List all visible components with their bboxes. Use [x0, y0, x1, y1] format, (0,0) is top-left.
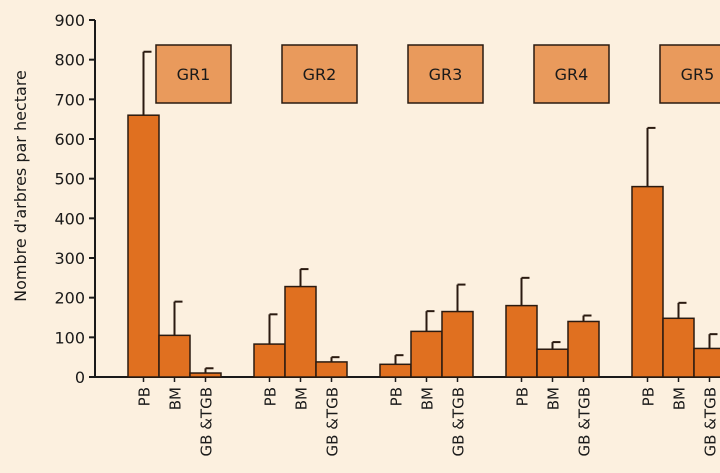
y-tick-label: 400: [54, 209, 85, 228]
bar: [284, 285, 317, 378]
group-label-box: [281, 44, 358, 104]
bar: [410, 330, 443, 378]
group-label: GR2: [303, 65, 337, 84]
y-tick-label: 600: [54, 130, 85, 149]
x-tick-label: BM: [293, 387, 311, 410]
x-tick-label: GB &TGB: [450, 387, 468, 456]
x-tick-label: PB: [136, 387, 154, 406]
x-tick-label: PB: [640, 387, 658, 406]
axes: 0 100 200 300 400 500 600 700 800 900 PB BM GB &TGB P…: [54, 11, 720, 456]
bar: [662, 317, 695, 378]
group-label: GR5: [681, 65, 715, 84]
bars: [127, 50, 720, 378]
bar: [505, 304, 538, 378]
group-label-box: [659, 44, 720, 104]
bar: [379, 363, 412, 378]
bar: [631, 185, 664, 378]
bar: [127, 114, 160, 378]
x-tick-label: PB: [262, 387, 280, 406]
x-tick-label: GB &TGB: [702, 387, 720, 456]
x-tick-label: PB: [388, 387, 406, 406]
bar: [441, 310, 474, 378]
y-tick-label: 0: [75, 368, 85, 387]
group-label-box: [155, 44, 232, 104]
bar: [158, 334, 191, 378]
x-tick-label: PB: [514, 387, 532, 406]
x-tick-label: BM: [419, 387, 437, 410]
x-tick-label: GB &TGB: [198, 387, 216, 456]
group-labels: GR1 GR2 GR3 GR4 GR5: [155, 44, 720, 104]
x-tick-label: BM: [545, 387, 563, 410]
y-tick-label: 900: [54, 11, 85, 30]
bar: [536, 348, 569, 378]
y-tick-label: 300: [54, 249, 85, 268]
bar: [253, 343, 286, 378]
x-tick-label: BM: [167, 387, 185, 410]
y-tick-label: 200: [54, 289, 85, 308]
bar: [693, 347, 720, 378]
group-label: GR3: [429, 65, 463, 84]
x-tick-label: GB &TGB: [324, 387, 342, 456]
y-axis-label: Nombre d'arbres par hectare: [11, 70, 30, 302]
x-tick-label: BM: [671, 387, 689, 410]
y-tick-label: 800: [54, 51, 85, 70]
y-tick-label: 100: [54, 328, 85, 347]
group-label-box: [407, 44, 484, 104]
bar: [315, 361, 348, 378]
group-label: GR4: [555, 65, 589, 84]
group-label: GR1: [177, 65, 211, 84]
bar: [567, 320, 600, 378]
x-tick-label: GB &TGB: [576, 387, 594, 456]
y-tick-label: 500: [54, 170, 85, 189]
group-label-box: [533, 44, 610, 104]
bar: [189, 372, 222, 378]
y-tick-label: 700: [54, 90, 85, 109]
